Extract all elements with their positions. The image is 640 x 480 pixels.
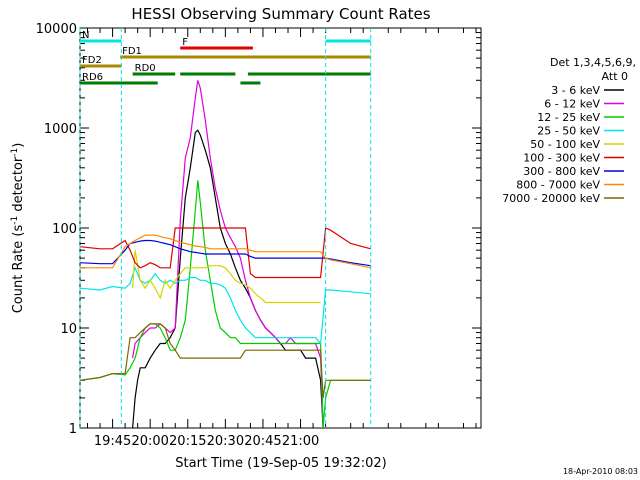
y-axis-label-suffix: ) [11,143,26,148]
legend-label: 3 - 6 keV [551,84,600,97]
y-axis-label: Count Rate (s-1 detector-1) [10,143,26,314]
x-tick-label: 21:00 [282,434,319,449]
series-line [79,180,371,429]
legend-label: 100 - 300 keV [523,152,600,165]
flag-label: FD2 [82,55,102,66]
series-line [79,227,371,279]
x-tick-label: 20:45 [244,434,281,449]
series-line [80,234,371,269]
x-tick-label: 19:45 [94,434,131,449]
series-line [79,266,371,345]
x-tick-label: 20:30 [207,434,244,449]
series-line [79,239,371,267]
y-tick-label: 1000 [44,122,77,137]
series-line [79,323,371,398]
observing-flags: N F FD1 FD2 RD0 RD6 [80,30,371,85]
x-tick-label: 20:00 [131,434,168,449]
y-tick-label: 100 [52,222,77,237]
legend-label: 6 - 12 keV [544,98,600,111]
y-tick-label: 1 [69,422,77,437]
series-line [132,129,324,429]
y-axis-label-sup2: -1 [10,148,20,157]
series-line [132,250,321,304]
y-axis-label-sup1: -1 [10,216,20,225]
x-tick-label: 20:15 [169,434,206,449]
y-axis-label-prefix: Count Rate (s [11,225,26,314]
legend-label: 300 - 800 keV [523,165,600,178]
flag-label: RD0 [135,63,156,74]
flag-label: FD1 [122,46,142,57]
chart-title: HESSI Observing Summary Count Rates [131,5,430,23]
x-axis-label: Start Time (19-Sep-05 19:32:02) [175,456,386,471]
legend-label: 7000 - 20000 keV [502,192,600,205]
series-lines [79,80,371,429]
legend-label: 12 - 25 keV [537,111,600,124]
flag-label: N [82,30,89,41]
flag-label: F [182,37,188,48]
flag-label: RD6 [82,72,103,83]
y-tick-label: 10000 [36,22,77,37]
legend-label: 25 - 50 keV [537,125,600,138]
y-tick-label: 10 [60,322,77,337]
y-axis-label-mid: detector [11,156,26,216]
legend-label: 50 - 100 keV [530,138,600,151]
timestamp: 18-Apr-2010 08:03 [563,467,638,476]
legend-label: 800 - 7000 keV [516,179,600,192]
legend-header-detectors: Det 1,3,4,5,6,9, [550,56,636,69]
night-boundaries [79,28,372,428]
legend-header-attenuator: Att 0 [602,70,628,83]
axis-ticks [80,27,481,429]
tick-labels: 1 10 100 1000 10000 19:45 20:00 20:15 20:30 20:45… [36,22,320,449]
